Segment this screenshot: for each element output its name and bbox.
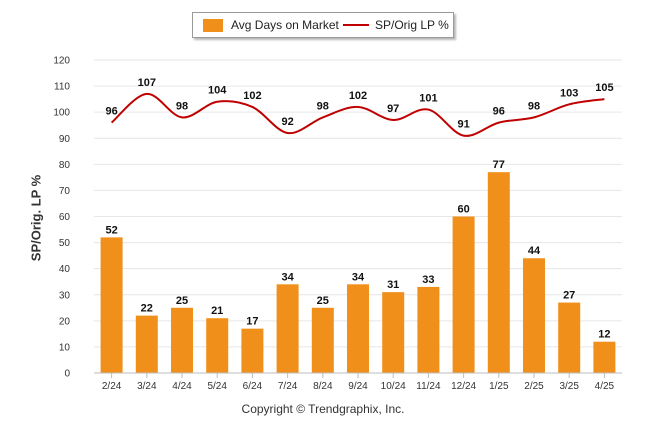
bar: [452, 216, 475, 373]
x-tick-label: 8/24: [313, 381, 333, 392]
bar-data-label: 21: [211, 305, 223, 317]
legend-item-sp: SP/Orig LP %: [343, 18, 449, 32]
y-tick-label: 10: [59, 342, 71, 353]
bar: [276, 284, 299, 373]
x-tick-label: 4/24: [172, 381, 192, 392]
y-tick-label: 80: [59, 160, 71, 171]
line-data-label: 98: [528, 100, 540, 112]
line-data-label: 98: [176, 100, 188, 112]
y-tick-label: 60: [59, 212, 71, 223]
bar-data-label: 25: [176, 295, 188, 307]
bar-data-label: 17: [246, 316, 258, 328]
bar-data-label: 27: [563, 290, 575, 302]
y-tick-label: 40: [59, 264, 71, 275]
bar-data-label: 12: [598, 329, 610, 341]
bar: [382, 292, 405, 373]
bar: [417, 286, 440, 373]
line-data-label: 97: [387, 103, 399, 115]
y-tick-label: 100: [53, 108, 70, 119]
x-tick-label: 6/24: [243, 381, 263, 392]
y-tick-label: 0: [64, 369, 70, 380]
line-data-label: 91: [457, 119, 469, 131]
x-tick-label: 10/24: [381, 381, 406, 392]
bar: [558, 302, 581, 373]
bar: [311, 307, 334, 373]
bar: [347, 284, 369, 373]
line-data-label: 98: [317, 100, 329, 112]
legend-label-days: Avg Days on Market: [231, 18, 339, 32]
bar: [593, 341, 616, 373]
legend-swatch-bar: [203, 19, 223, 32]
x-tick-label: 12/24: [451, 381, 476, 392]
bar-data-label: 34: [352, 271, 365, 283]
bar-data-label: 31: [387, 279, 399, 291]
legend-label-sp: SP/Orig LP %: [375, 18, 449, 32]
y-tick-label: 30: [59, 290, 71, 301]
y-tick-label: 70: [59, 186, 71, 197]
y-tick-label: 50: [59, 238, 71, 249]
y-tick-label: 90: [59, 134, 71, 145]
bar-data-label: 77: [493, 159, 505, 171]
x-tick-label: 1/25: [489, 381, 509, 392]
x-tick-label: 2/25: [524, 381, 544, 392]
line-data-label: 107: [138, 77, 156, 89]
line-data-label: 96: [105, 106, 117, 118]
line-data-label: 102: [243, 90, 261, 102]
bar-data-label: 34: [281, 271, 294, 283]
y-tick-label: 110: [54, 82, 70, 93]
x-tick-label: 4/25: [595, 381, 615, 392]
line-data-label: 104: [208, 85, 227, 97]
x-tick-label: 3/24: [137, 381, 157, 392]
sp-orig-lp-line: [110, 92, 605, 137]
bar-data-label: 44: [528, 245, 541, 257]
x-tick-label: 2/24: [102, 381, 122, 392]
x-tick-label: 5/24: [207, 381, 227, 392]
bar-data-label: 25: [317, 295, 329, 307]
x-tick-label: 9/24: [348, 381, 368, 392]
bar: [206, 318, 229, 373]
line-data-label: 103: [560, 87, 578, 99]
bar: [241, 328, 264, 373]
bar-data-label: 22: [141, 303, 153, 315]
bar: [487, 172, 510, 373]
x-tick-label: 11/24: [416, 381, 441, 392]
line-data-label: 96: [493, 106, 505, 118]
bar: [100, 237, 123, 373]
bar-data-label: 33: [422, 274, 434, 286]
line-data-label: 105: [595, 82, 613, 94]
legend-item-days: Avg Days on Market: [203, 18, 339, 32]
bar: [171, 307, 193, 373]
line-data-label: 92: [281, 116, 293, 128]
y-tick-label: 20: [59, 316, 71, 327]
line-data-label: 102: [349, 90, 367, 102]
bar-data-label: 52: [105, 224, 117, 236]
x-tick-label: 7/24: [278, 381, 298, 392]
y-tick-label: 120: [53, 56, 70, 67]
line-data-label: 101: [419, 93, 437, 105]
chart-legend: Avg Days on Market SP/Orig LP %: [192, 12, 454, 38]
bar: [135, 315, 158, 373]
x-tick-label: 3/25: [559, 381, 579, 392]
copyright-footer: Copyright © Trendgraphix, Inc.: [241, 402, 405, 416]
bar: [523, 258, 545, 373]
bar-data-label: 60: [457, 204, 469, 216]
legend-swatch-line: [343, 24, 369, 26]
